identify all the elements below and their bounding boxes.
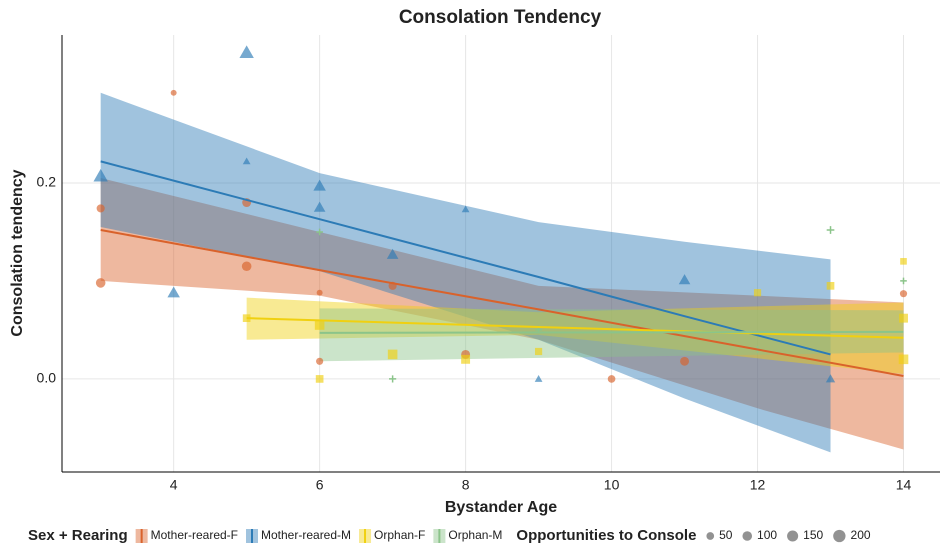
point — [900, 258, 907, 265]
confidence-band — [100, 178, 904, 450]
y-axis-label: Consolation tendency — [9, 169, 26, 336]
point — [167, 286, 180, 298]
point — [93, 168, 108, 182]
point — [239, 45, 254, 59]
point — [680, 356, 690, 366]
point — [170, 89, 177, 96]
point — [607, 375, 616, 383]
point — [900, 277, 907, 285]
legend-label: Mother-reared-M — [261, 528, 351, 542]
point — [826, 226, 835, 234]
point — [461, 205, 470, 213]
size-legend-label: 50 — [719, 528, 733, 542]
x-tick-label: 8 — [462, 477, 470, 493]
x-tick-label: 14 — [896, 477, 912, 493]
legend-label: Mother-reared-F — [151, 528, 238, 542]
size-legend-label: 100 — [757, 528, 777, 542]
x-axis-label: Bystander Age — [445, 499, 557, 516]
fit-line — [100, 160, 831, 356]
size-legend-label: 200 — [851, 528, 871, 542]
y-tick-label: 0.2 — [37, 174, 57, 190]
x-tick-label: 6 — [316, 477, 324, 493]
size-legend-key — [706, 532, 715, 540]
size-legend-key — [742, 531, 753, 541]
x-tick-label: 10 — [604, 477, 620, 493]
point — [314, 320, 325, 330]
size-legend-title: Opportunities to Console — [516, 527, 696, 544]
point — [826, 282, 835, 290]
size-legend-key — [787, 530, 799, 542]
fit-line — [100, 229, 904, 377]
x-tick-label: 4 — [170, 477, 178, 493]
legend-label: Orphan-M — [448, 528, 502, 542]
confidence-band — [246, 297, 904, 375]
point — [386, 248, 399, 259]
point — [241, 261, 252, 272]
fit-line — [246, 317, 904, 339]
confidence-band — [100, 92, 831, 453]
point — [95, 278, 106, 288]
x-tick-label: 12 — [750, 477, 766, 493]
point — [825, 374, 836, 383]
point — [96, 204, 105, 213]
point — [899, 290, 908, 298]
point — [316, 289, 323, 296]
point — [898, 354, 909, 365]
chart-title: Consolation Tendency — [399, 7, 602, 28]
fit-line — [319, 330, 904, 334]
legend-label: Orphan-F — [374, 528, 425, 542]
point — [389, 375, 397, 383]
point — [534, 375, 543, 382]
point — [242, 157, 251, 165]
point — [461, 354, 471, 364]
point — [313, 179, 326, 191]
point — [534, 347, 543, 356]
point — [899, 313, 908, 323]
legend-title: Sex + Rearing — [28, 527, 128, 544]
point — [753, 289, 762, 297]
point — [315, 375, 324, 383]
point — [316, 228, 323, 236]
point — [678, 274, 691, 285]
point — [387, 349, 398, 360]
point — [313, 201, 326, 212]
y-tick-label: 0.0 — [37, 370, 57, 386]
size-legend-key — [833, 529, 846, 543]
size-legend-label: 150 — [803, 528, 823, 542]
point — [316, 357, 324, 365]
